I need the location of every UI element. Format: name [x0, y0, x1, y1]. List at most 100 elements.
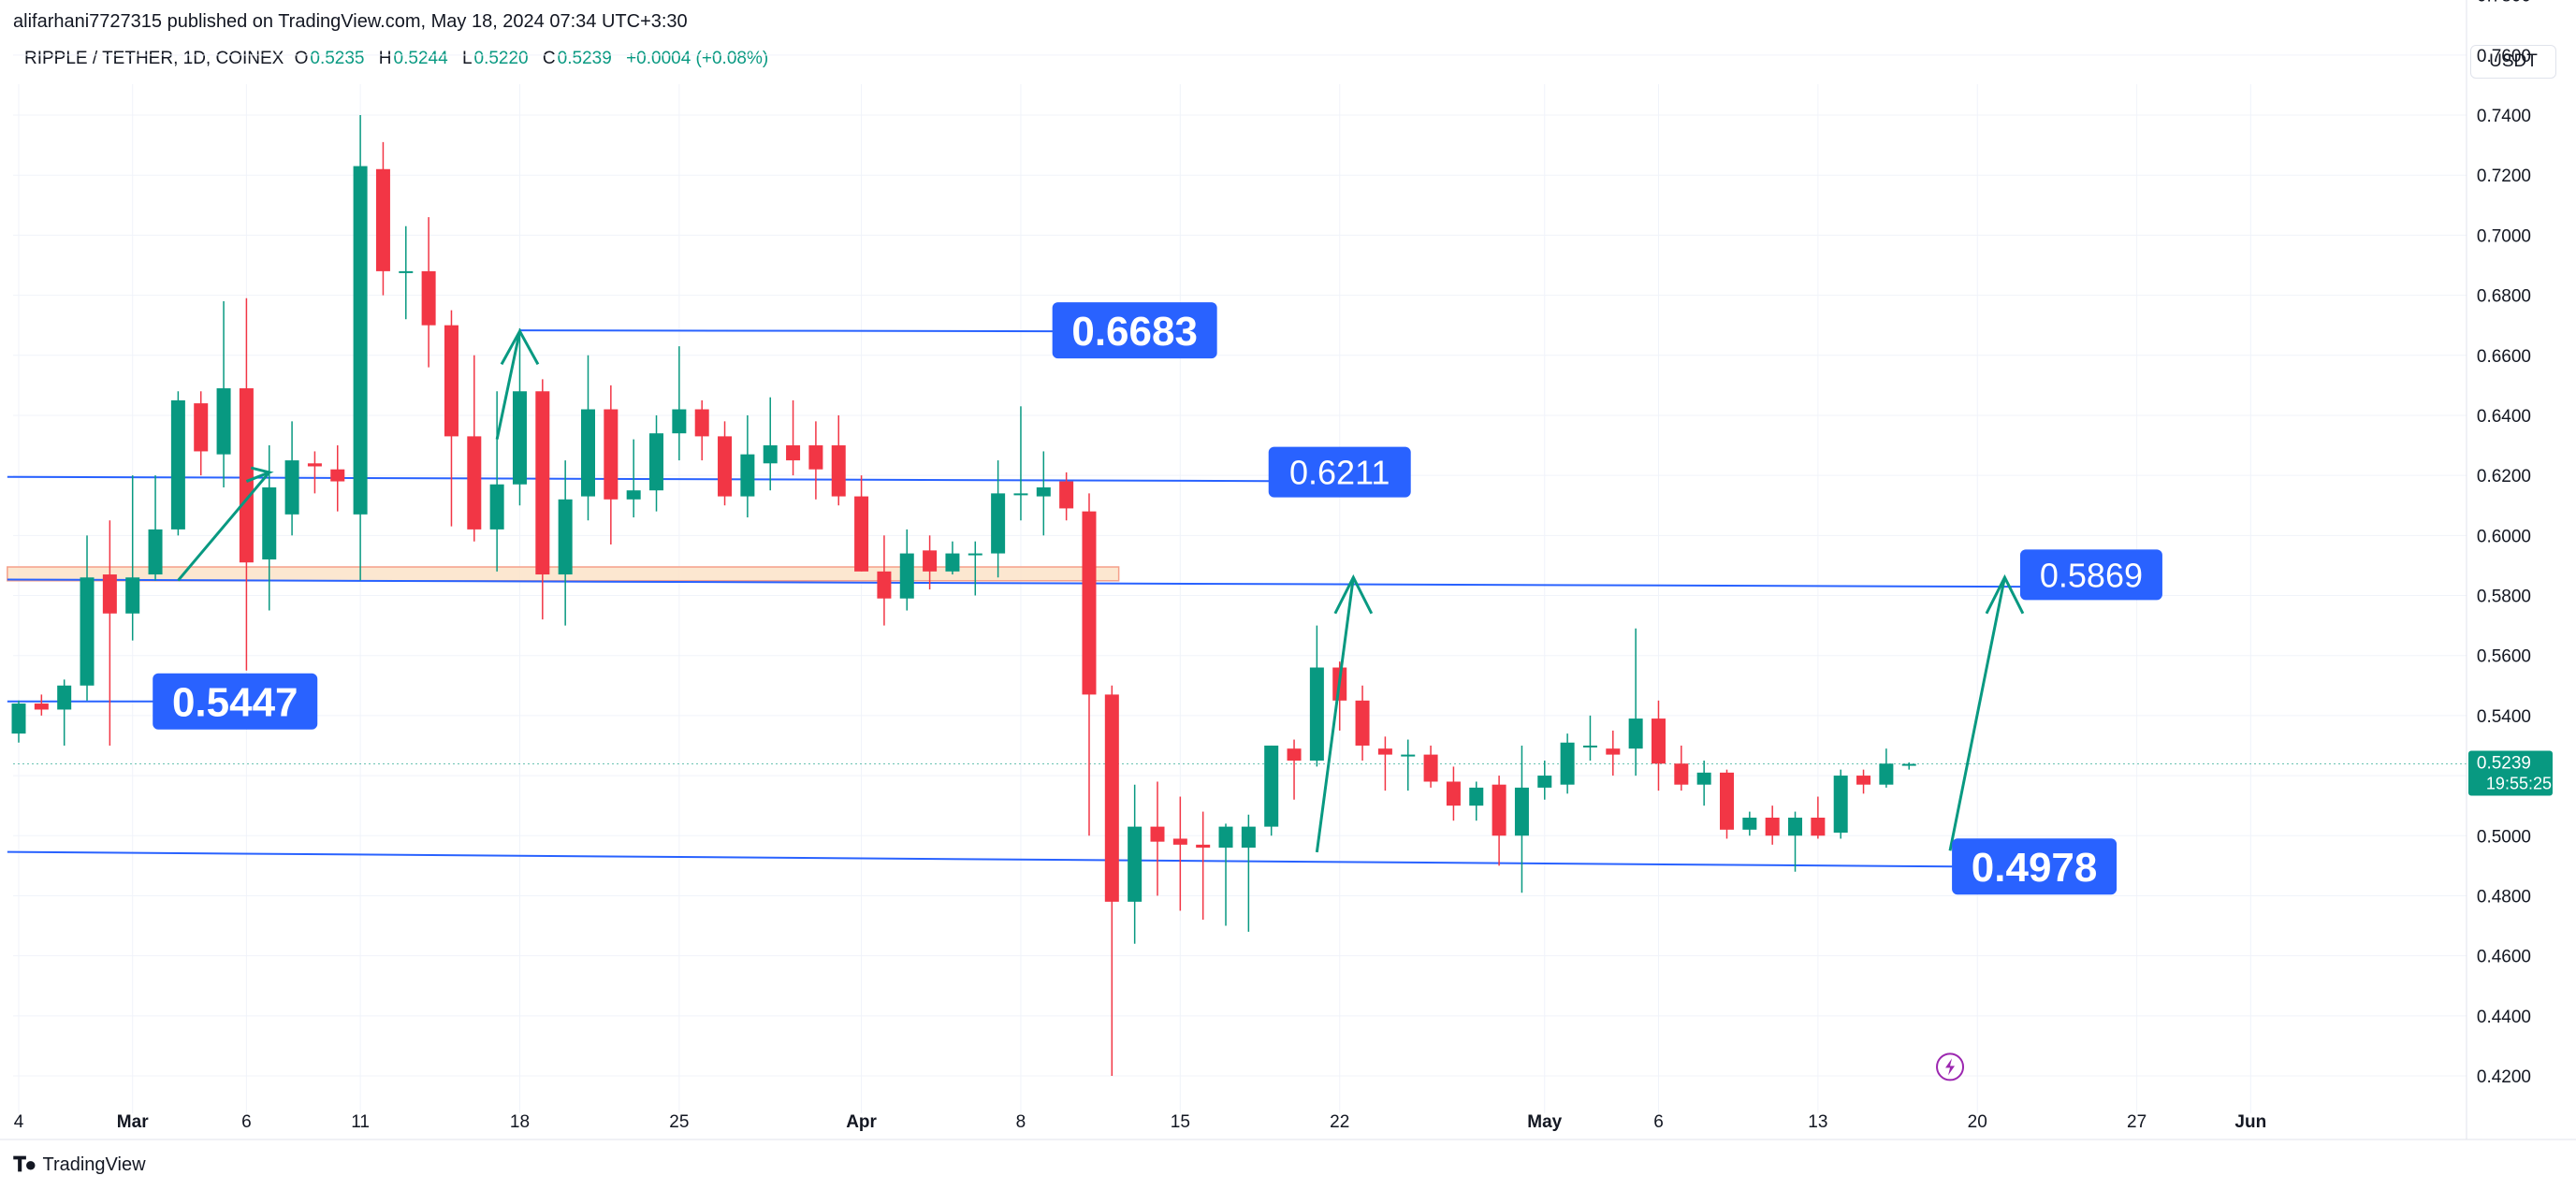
x-tick-label: May — [1527, 1112, 1562, 1132]
y-tick-label: 0.7800 — [2477, 0, 2531, 7]
candle-body — [1514, 787, 1529, 836]
candle-body — [1560, 742, 1575, 785]
arrow-line — [1948, 576, 2006, 851]
price-label-box — [2019, 549, 2162, 601]
candle-body — [831, 445, 846, 497]
trend-lines — [7, 329, 2467, 868]
candle-body — [968, 553, 982, 556]
tradingview-logo-icon: 𝐓● — [13, 1153, 37, 1176]
candle-body — [535, 391, 550, 575]
y-tick-label: 0.7400 — [2477, 107, 2531, 126]
tradingview-logo[interactable]: 𝐓● TradingView — [13, 1153, 146, 1177]
candle-body — [512, 391, 527, 485]
x-tick-label: 27 — [2127, 1112, 2147, 1132]
candle-body — [1537, 776, 1552, 788]
candle-body — [877, 571, 892, 599]
candle-body — [1059, 481, 1074, 509]
price-label-box — [1952, 838, 2118, 895]
candle-body — [148, 529, 163, 575]
price-label-box — [1052, 302, 1217, 359]
candle-body — [239, 388, 254, 563]
close-value: 0.5239 — [557, 49, 612, 68]
candle-body — [1377, 748, 1392, 755]
price-label-text: 0.6211 — [1289, 454, 1390, 492]
candle-body — [1492, 784, 1506, 836]
y-tick-label: 0.6000 — [2477, 527, 2531, 546]
y-tick-label: 0.5000 — [2477, 827, 2531, 847]
candle-body — [1150, 826, 1165, 842]
candle-body — [1628, 718, 1643, 749]
candle-body — [1742, 817, 1757, 830]
candle-body — [1856, 776, 1871, 785]
candle-body — [672, 409, 687, 434]
price-label-box — [153, 673, 318, 730]
arrow-line — [177, 471, 270, 582]
x-tick-label: 11 — [351, 1112, 370, 1132]
candle-body — [1696, 772, 1711, 785]
candle-body — [1309, 667, 1324, 762]
y-tick-label: 0.5600 — [2477, 647, 2531, 667]
candle-body — [1651, 718, 1666, 764]
x-tick-label: 6 — [1653, 1112, 1664, 1132]
candles — [11, 115, 1916, 1076]
x-tick-label: 13 — [1808, 1112, 1827, 1132]
candle-body — [34, 704, 49, 710]
price-label-box — [1268, 446, 1411, 498]
candle-body — [1423, 754, 1438, 782]
arrow-line — [495, 330, 521, 440]
candle-body — [694, 409, 709, 437]
symbol-title[interactable]: RIPPLE / TETHER, 1D, COINEX — [24, 49, 284, 68]
last-price-value: 0.5239 — [2477, 754, 2531, 774]
candle-body — [786, 445, 801, 461]
low-key: L — [461, 49, 473, 68]
brand-name: TradingView — [42, 1154, 146, 1175]
open-key: O — [294, 49, 309, 68]
candle-body — [1082, 511, 1097, 695]
arrow-head — [245, 466, 274, 483]
candle-body — [125, 577, 140, 614]
candle-body — [740, 454, 755, 497]
candle-body — [808, 445, 823, 470]
candle-body — [1582, 745, 1597, 747]
candle-body — [991, 493, 1006, 554]
y-tick-label: 0.7200 — [2477, 167, 2531, 186]
candle-body — [1469, 787, 1484, 806]
x-tick-label: 8 — [1016, 1112, 1026, 1132]
candle-body — [1901, 763, 1916, 766]
candle-body — [284, 460, 299, 515]
candle-body — [899, 553, 914, 599]
y-tick-label: 0.4400 — [2477, 1008, 2531, 1027]
candle-body — [216, 388, 231, 455]
legend-bar: RIPPLE / TETHER, 1D, COINEX O 0.5235 H 0.5… — [24, 49, 778, 69]
candle-body — [1218, 826, 1233, 849]
horizontal-level-line — [519, 329, 1055, 333]
x-tick-label: 22 — [1330, 1112, 1349, 1132]
candle-body — [262, 486, 277, 559]
x-tick-label: 20 — [1968, 1112, 1987, 1132]
candle-body — [558, 499, 573, 575]
candle-body — [353, 166, 368, 515]
candle-body — [1811, 817, 1826, 836]
candle-body — [1879, 763, 1894, 785]
y-tick-label: 0.6200 — [2477, 467, 2531, 486]
candle-body — [945, 553, 960, 572]
candle-body — [718, 436, 733, 497]
candle-body — [80, 577, 95, 686]
currency-unit-button[interactable]: USDT — [2470, 45, 2556, 79]
candle-body — [1036, 486, 1051, 497]
x-tick-label: 18 — [510, 1112, 530, 1132]
price-label-text: 0.4978 — [1972, 845, 2098, 891]
high-value: 0.5244 — [393, 49, 448, 68]
candle-body — [1128, 826, 1142, 902]
horizontal-level-line — [7, 578, 2035, 588]
y-tick-label: 0.5400 — [2477, 707, 2531, 727]
change-value: +0.0004 (+0.08%) — [626, 49, 769, 68]
arrow-line — [1315, 577, 1355, 853]
y-tick-label: 0.4200 — [2477, 1067, 2531, 1087]
candle-body — [1287, 748, 1302, 762]
candle-body — [1788, 817, 1803, 836]
candle-body — [1013, 493, 1028, 496]
open-value: 0.5235 — [310, 49, 365, 68]
candle-body — [1446, 781, 1461, 806]
